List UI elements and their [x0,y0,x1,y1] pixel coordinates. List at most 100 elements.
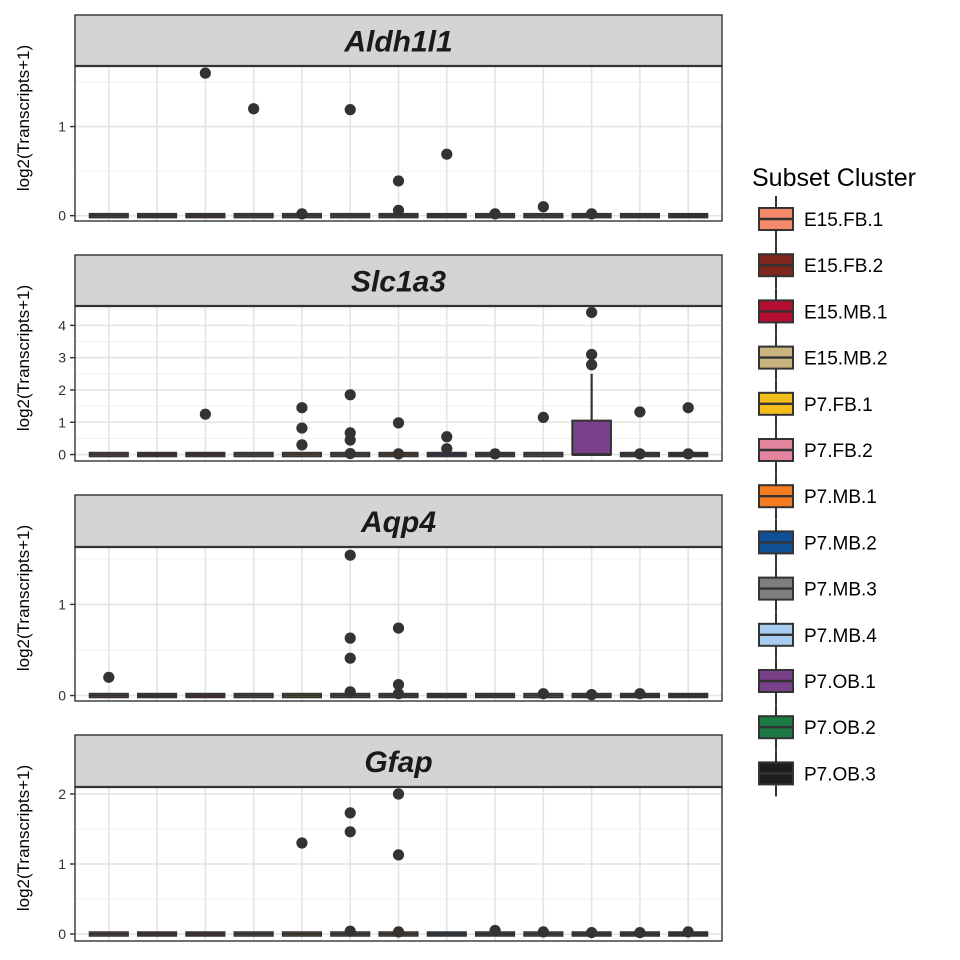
box-e15-fb-1 [88,212,129,219]
facet-strip [74,494,723,548]
legend-item-e15-fb-2: E15.FB.2 [758,242,883,289]
legend: Subset Cluster E15.FB.1 E15.FB.2 E15.MB.1 E1… [752,164,916,797]
outlier-point [682,402,694,414]
legend-item-p7-ob-1: P7.OB.1 [758,658,876,704]
facet-strip-label: Gfap [364,746,432,779]
outlier-point [296,439,308,451]
box-p7-fb-1 [281,402,322,458]
outlier-point [537,926,549,938]
legend-item-label: E15.MB.1 [804,302,887,323]
legend-item-label: P7.FB.2 [804,441,873,462]
box-e15-mb-1 [185,408,226,458]
y-tick-label: 3 [58,350,66,366]
box-e15-fb-1 [88,451,129,458]
outlier-point [392,849,405,861]
y-tick-label: 0 [58,926,66,942]
outlier-point [248,103,260,115]
outlier-point [586,208,598,220]
y-tick-label: 4 [58,317,66,333]
outlier-point [392,175,405,187]
outlier-point [344,686,356,698]
box-p7-mb-1 [378,417,419,460]
legend-item-label: E15.FB.1 [804,210,883,231]
box-p7-mb-4 [523,411,564,458]
legend-item-p7-mb-4: P7.MB.4 [758,611,877,658]
outlier-point [489,924,501,937]
panel-aldh1l1: Aldh1l1 0 1 log2(Transcripts+1) [14,14,723,224]
legend-item-label: P7.FB.1 [804,395,873,416]
outlier-point [441,148,453,160]
box-p7-mb-3 [475,924,516,937]
box-p7-mb-2 [426,148,467,219]
outlier-point [586,689,598,701]
outlier-point [634,406,646,418]
outlier-point [682,448,694,460]
outlier-point [344,826,356,838]
box-e15-mb-2 [233,692,274,699]
outlier-point [344,925,356,937]
legend-item-label: P7.OB.1 [804,672,876,693]
box-e15-fb-2 [137,931,178,937]
outlier-point [344,389,356,401]
outlier-point [441,443,453,455]
box-p7-mb-4 [523,688,564,700]
y-tick-label: 2 [58,382,66,398]
y-tick-label: 1 [58,596,66,612]
facet-strip [74,734,723,788]
box-p7-fb-2 [330,807,371,937]
box-p7-mb-1 [378,788,419,938]
box-p7-ob-1 [571,306,612,457]
facet-strip-label: Slc1a3 [351,266,446,299]
legend-item-p7-mb-2: P7.MB.2 [758,519,877,566]
box-p7-ob-2 [619,927,660,939]
outlier-point [634,688,646,700]
outlier-point [344,652,356,664]
outlier-point [344,434,356,446]
box-p7-ob-3 [668,692,709,699]
box-e15-mb-2 [233,931,274,937]
box-p7-ob-3 [668,402,709,460]
outlier-point [296,422,308,434]
outlier-point [634,927,646,939]
box-e15-fb-1 [88,671,129,699]
box-p7-ob-1 [571,689,612,701]
y-axis-label: log2(Transcripts+1) [14,765,33,911]
y-tick-label: 1 [58,856,66,872]
box-p7-ob-3 [668,926,709,938]
box-p7-ob-2 [619,406,660,460]
box-e15-fb-2 [137,212,178,219]
y-axis-label: log2(Transcripts+1) [14,45,33,191]
legend-item-p7-mb-1: P7.MB.1 [758,473,877,520]
legend-item-label: P7.MB.2 [804,533,877,554]
legend-item-label: E15.FB.2 [804,256,883,277]
box-p7-mb-1 [378,175,419,219]
legend-item-label: P7.MB.1 [804,487,877,508]
outlier-point [296,208,308,220]
outlier-point [199,67,211,79]
box-e15-mb-1 [185,67,226,219]
legend-item-label: E15.MB.2 [804,349,887,370]
outlier-point [586,348,598,361]
box-e15-fb-1 [88,931,129,937]
legend-item-label: P7.OB.2 [804,718,876,739]
outlier-point [392,926,405,938]
legend-item-p7-fb-2: P7.FB.2 [758,427,873,473]
outlier-point [344,807,356,819]
box-p7-fb-1 [281,692,322,699]
box-p7-ob-3 [668,212,709,219]
outlier-point [537,411,549,424]
outlier-point [392,204,405,216]
legend-item-label: P7.MB.3 [804,580,877,601]
outlier-point [392,417,405,429]
outlier-point [489,448,501,460]
outlier-point [296,402,308,414]
outlier-point [537,688,549,700]
outlier-point [586,359,598,371]
box-p7-ob-1 [571,208,612,220]
outlier-point [344,104,356,116]
y-tick-label: 0 [58,447,66,463]
outlier-point [682,926,694,938]
box-e15-mb-1 [185,931,226,937]
box-p7-fb-2 [330,549,371,699]
outlier-point [392,788,405,800]
